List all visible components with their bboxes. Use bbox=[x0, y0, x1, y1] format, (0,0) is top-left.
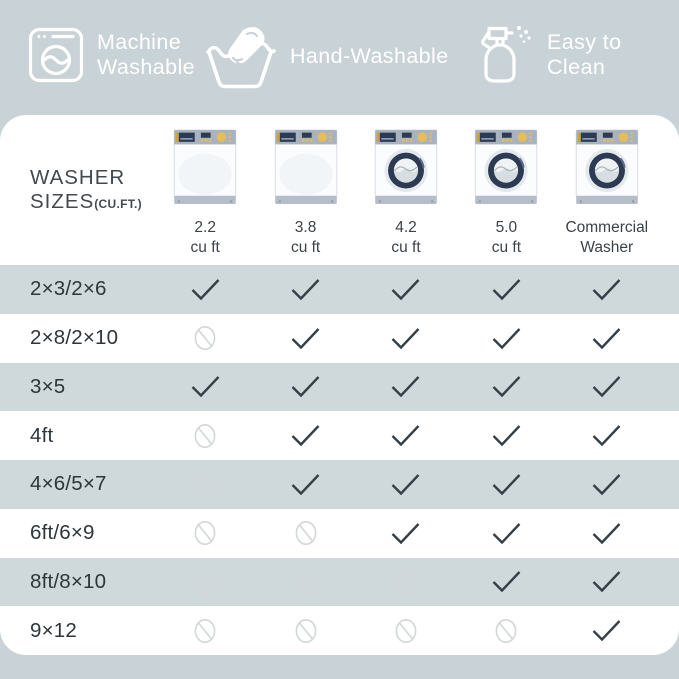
washer-illustration bbox=[173, 128, 237, 211]
badge-easy-to-clean: Easy to Clean bbox=[472, 24, 679, 86]
table-row: 2×8/2×10 bbox=[0, 314, 679, 363]
rug-size-label: 2×8/2×10 bbox=[30, 326, 119, 350]
washer-illustration bbox=[374, 128, 438, 211]
check-icon bbox=[255, 423, 355, 448]
prohibited-icon bbox=[155, 519, 255, 547]
table-row: 8ft/8×10 bbox=[0, 557, 679, 607]
washer-column-label: Commercial Washer bbox=[565, 219, 649, 256]
hand-wash-icon bbox=[203, 24, 277, 90]
check-icon bbox=[356, 374, 456, 399]
prohibited-icon bbox=[255, 568, 355, 596]
prohibited-icon bbox=[356, 568, 456, 596]
check-icon bbox=[557, 618, 657, 643]
washer-illustration bbox=[474, 128, 538, 211]
rug-size-label: 9×12 bbox=[30, 618, 77, 642]
feature-badges: Machine Washable Hand-Washable bbox=[0, 0, 679, 110]
check-icon bbox=[356, 277, 456, 302]
washing-machine-icon bbox=[28, 27, 84, 83]
check-icon bbox=[255, 472, 355, 497]
table-header-row: WASHER SIZES(CU.FT.) 2.2 cu ft bbox=[0, 115, 679, 265]
check-icon bbox=[557, 326, 657, 351]
check-icon bbox=[456, 326, 556, 351]
washer-column-header: 2.2 cu ft bbox=[155, 128, 255, 265]
check-icon bbox=[557, 423, 657, 448]
check-icon bbox=[356, 423, 456, 448]
prohibited-icon bbox=[255, 519, 355, 547]
check-icon bbox=[255, 277, 355, 302]
washer-column-label: 2.2 cu ft bbox=[190, 219, 220, 256]
rug-size-label: 4ft bbox=[30, 423, 54, 447]
check-icon bbox=[255, 326, 355, 351]
rug-size-label: 4×6/5×7 bbox=[30, 472, 107, 496]
check-icon bbox=[456, 374, 556, 399]
check-icon bbox=[155, 374, 255, 399]
check-icon bbox=[356, 326, 456, 351]
washer-illustration bbox=[274, 128, 338, 211]
prohibited-icon bbox=[255, 617, 355, 645]
washer-column-header: 5.0 cu ft bbox=[456, 128, 556, 265]
rug-size-label: 8ft/8×10 bbox=[30, 569, 107, 593]
table-row: 4×6/5×7 bbox=[0, 460, 679, 509]
table-row: 6ft/6×9 bbox=[0, 509, 679, 558]
washer-size-table-card: WASHER SIZES(CU.FT.) 2.2 cu ft bbox=[0, 115, 679, 655]
prohibited-icon bbox=[155, 470, 255, 498]
table-row: 9×12 bbox=[0, 606, 679, 655]
prohibited-icon bbox=[155, 617, 255, 645]
washer-column-label: 4.2 cu ft bbox=[391, 219, 421, 256]
check-icon bbox=[456, 277, 556, 302]
corner-line1: WASHER bbox=[30, 166, 126, 189]
prohibited-icon bbox=[155, 568, 255, 596]
washer-column-label: 3.8 cu ft bbox=[290, 219, 321, 256]
badge-hand-washable: Hand-Washable bbox=[203, 24, 449, 90]
check-icon bbox=[155, 277, 255, 302]
washer-column-header: Commercial Washer bbox=[557, 128, 657, 265]
rug-size-label: 6ft/6×9 bbox=[30, 521, 95, 545]
badge-label: Hand-Washable bbox=[290, 44, 449, 69]
rug-size-label: 3×5 bbox=[30, 374, 66, 398]
check-icon bbox=[557, 374, 657, 399]
check-icon bbox=[255, 374, 355, 399]
prohibited-icon bbox=[456, 617, 556, 645]
spray-bottle-icon bbox=[472, 24, 534, 86]
table-body: 2×3/2×6 2×8/2×10 3×5 4ft 4×6/5×7 6ft/6×9 bbox=[0, 265, 679, 655]
check-icon bbox=[456, 423, 556, 448]
table-row: 2×3/2×6 bbox=[0, 265, 679, 314]
check-icon bbox=[356, 472, 456, 497]
washer-column-label: 5.0 cu ft bbox=[491, 219, 522, 256]
badge-machine-washable: Machine Washable bbox=[28, 27, 197, 83]
washer-column-header: 3.8 cu ft bbox=[255, 128, 355, 265]
table-row: 4ft bbox=[0, 411, 679, 460]
washer-illustration bbox=[575, 128, 639, 211]
check-icon bbox=[557, 569, 657, 594]
corner-subtitle: (CU.FT.) bbox=[94, 197, 142, 211]
rug-size-label: 2×3/2×6 bbox=[30, 277, 107, 301]
check-icon bbox=[356, 521, 456, 546]
washer-column-header: 4.2 cu ft bbox=[356, 128, 456, 265]
prohibited-icon bbox=[155, 324, 255, 352]
check-icon bbox=[456, 569, 556, 594]
check-icon bbox=[456, 472, 556, 497]
corner-line2: SIZES bbox=[30, 190, 95, 213]
table-corner-title: WASHER SIZES(CU.FT.) bbox=[0, 115, 155, 265]
badge-label: Machine Washable bbox=[97, 29, 196, 79]
table-row: 3×5 bbox=[0, 362, 679, 412]
badge-label: Easy to Clean bbox=[547, 29, 622, 79]
prohibited-icon bbox=[155, 422, 255, 450]
check-icon bbox=[456, 521, 556, 546]
check-icon bbox=[557, 472, 657, 497]
prohibited-icon bbox=[356, 617, 456, 645]
check-icon bbox=[557, 277, 657, 302]
check-icon bbox=[557, 521, 657, 546]
